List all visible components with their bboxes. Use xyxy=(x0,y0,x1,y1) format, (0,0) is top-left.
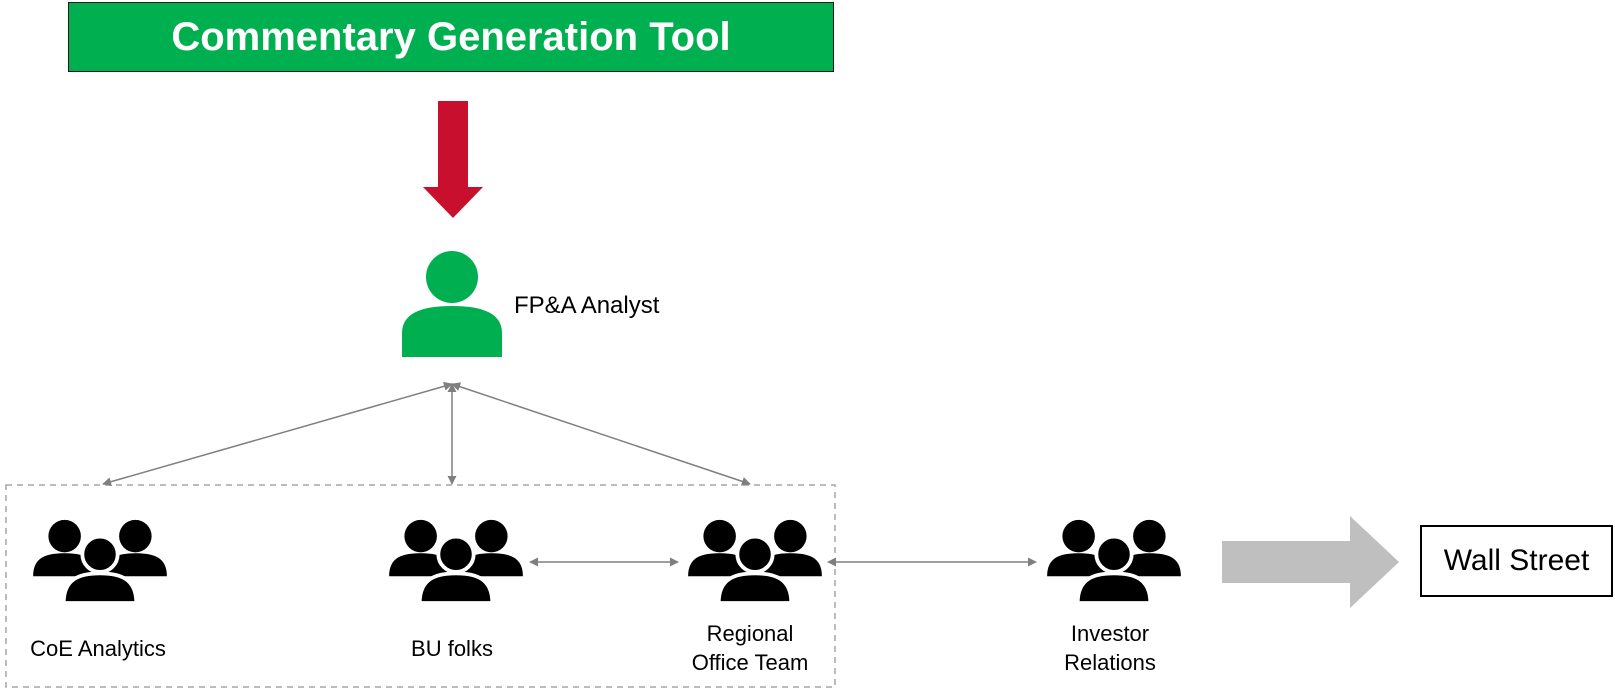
group-icon-coe xyxy=(33,517,167,603)
title-banner: Commentary Generation Tool xyxy=(68,2,834,72)
wall-street-label: Wall Street xyxy=(1443,544,1590,577)
group-icon-bu xyxy=(389,517,523,603)
team-label-regional: Regional Office Team xyxy=(691,621,809,675)
wall-street-box: Wall Street xyxy=(1420,525,1613,597)
team-label-bu: BU folks xyxy=(411,636,493,661)
connector-analyst-coe xyxy=(102,381,453,487)
person-icon xyxy=(402,251,502,357)
team-label-coe: CoE Analytics xyxy=(30,636,166,661)
title-text: Commentary Generation Tool xyxy=(171,14,731,59)
group-icon-investor xyxy=(1047,517,1181,603)
red-down-arrow-icon xyxy=(423,101,483,218)
connector-analyst-regional xyxy=(451,382,751,486)
gray-right-arrow-icon xyxy=(1222,516,1399,608)
team-label-investor: Investor Relations xyxy=(1064,621,1156,675)
analyst-label: FP&A Analyst xyxy=(514,292,660,319)
group-icon-regional xyxy=(688,517,822,603)
team-group-border xyxy=(5,484,836,688)
